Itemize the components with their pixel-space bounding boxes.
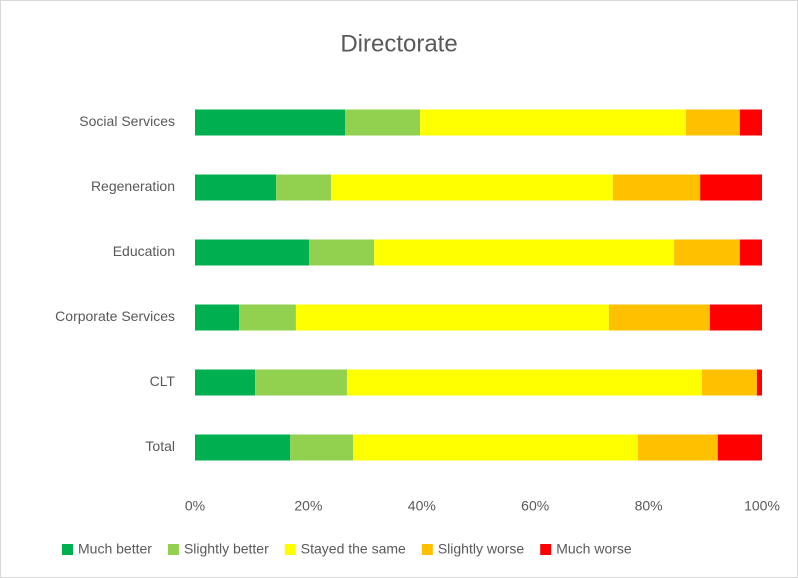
bar-segment	[195, 239, 309, 266]
bar-segment	[308, 239, 375, 266]
bar-segment	[290, 434, 354, 461]
bar-segment	[701, 369, 757, 396]
x-tick-label: 40%	[408, 498, 436, 514]
bar-segment	[717, 434, 762, 461]
chart-title: Directorate	[340, 30, 457, 57]
bar-segment	[709, 304, 762, 331]
bar-segment	[331, 174, 613, 201]
legend-label: Slightly worse	[438, 541, 525, 557]
bar-segment	[756, 369, 762, 396]
bar-segment	[195, 369, 256, 396]
legend-swatch	[167, 544, 179, 555]
bar-segment	[276, 174, 332, 201]
legend-swatch	[540, 544, 552, 555]
x-tick-label: 0%	[185, 498, 205, 514]
legend-swatch	[421, 544, 433, 555]
x-tick-label: 80%	[635, 498, 663, 514]
bar-segment	[195, 109, 346, 136]
bar-segment	[739, 109, 762, 136]
x-tick-label: 20%	[294, 498, 322, 514]
bar-segment	[674, 239, 740, 266]
bar-segment	[700, 174, 762, 201]
legend-label: Stayed the same	[301, 541, 406, 557]
y-tick-label: Social Services	[79, 113, 175, 129]
bar-segment	[608, 304, 710, 331]
legend-label: Much better	[78, 541, 152, 557]
bar-segment	[255, 369, 347, 396]
bar-segment	[295, 304, 609, 331]
legend-swatch	[62, 544, 73, 555]
bar-segment	[612, 174, 701, 201]
x-tick-label: 100%	[744, 498, 780, 514]
bar-segment	[239, 304, 296, 331]
bar-segment	[374, 239, 675, 266]
legend-label: Slightly better	[184, 541, 269, 557]
bar-segment	[195, 304, 240, 331]
bar-segment	[739, 239, 762, 266]
y-tick-label: Education	[113, 243, 175, 259]
y-tick-label: Regeneration	[91, 178, 175, 194]
bar-segment	[195, 434, 291, 461]
bar-segment	[346, 369, 702, 396]
y-tick-label: CLT	[150, 373, 176, 389]
y-tick-label: Total	[145, 438, 175, 454]
x-tick-label: 60%	[521, 498, 549, 514]
bar-segment	[686, 109, 740, 136]
bar-segment	[345, 109, 421, 136]
bar-segment	[637, 434, 718, 461]
bar-segment	[420, 109, 687, 136]
legend-label: Much worse	[556, 541, 632, 557]
legend-swatch	[284, 544, 296, 555]
y-tick-label: Corporate Services	[55, 308, 175, 324]
bar-segment	[195, 174, 277, 201]
bar-segment	[353, 434, 638, 461]
